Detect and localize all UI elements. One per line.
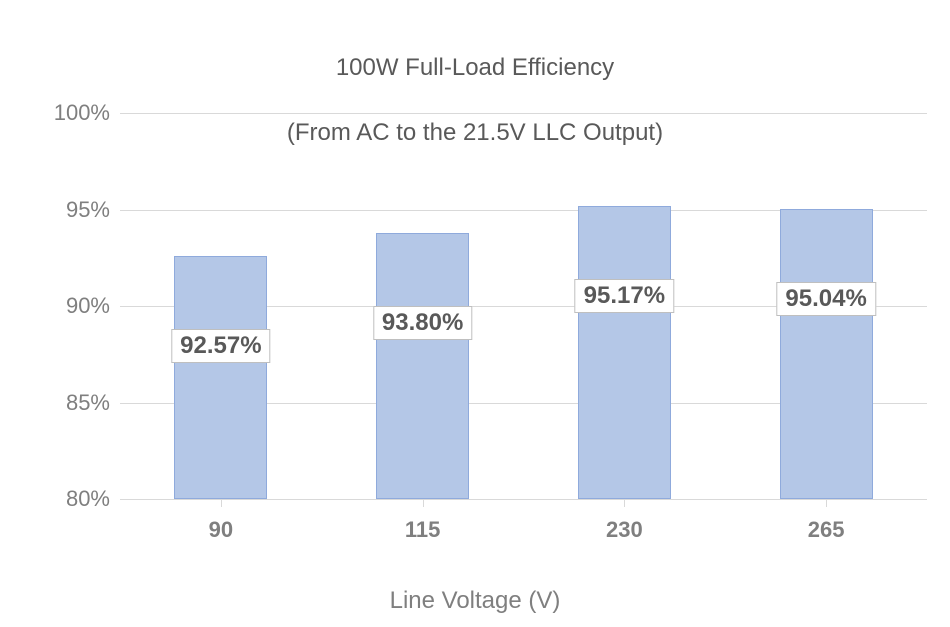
bar-fill (174, 256, 267, 499)
efficiency-bar-chart: 100W Full-Load Efficiency (From AC to th… (0, 0, 950, 627)
x-tick-mark (826, 499, 827, 507)
y-tick-label: 85% (66, 390, 110, 416)
gridline (120, 113, 927, 114)
x-tick-label: 90 (209, 517, 233, 543)
bar-fill (376, 233, 469, 499)
bar-value-label: 95.04% (776, 282, 875, 316)
gridline (120, 499, 927, 500)
y-tick-label: 90% (66, 293, 110, 319)
y-tick-label: 95% (66, 197, 110, 223)
bar (174, 256, 267, 499)
bar-value-label: 92.57% (171, 329, 270, 363)
y-tick-label: 100% (54, 100, 110, 126)
x-tick-label: 115 (405, 517, 441, 543)
bar-fill (578, 206, 671, 499)
x-tick-label: 265 (808, 517, 845, 543)
plot-area: 80%85%90%95%100%9092.57%11593.80%23095.1… (120, 113, 927, 499)
bar-value-label: 95.17% (575, 279, 674, 313)
x-tick-mark (624, 499, 625, 507)
bar (578, 206, 671, 499)
y-tick-label: 80% (66, 486, 110, 512)
bar (376, 233, 469, 499)
x-tick-mark (221, 499, 222, 507)
chart-title-line1: 100W Full-Load Efficiency (336, 54, 614, 81)
x-tick-label: 230 (606, 517, 643, 543)
bar-fill (780, 209, 873, 499)
bar-value-label: 93.80% (373, 306, 472, 340)
bar (780, 209, 873, 499)
x-axis-label: Line Voltage (V) (0, 587, 950, 615)
x-tick-mark (423, 499, 424, 507)
